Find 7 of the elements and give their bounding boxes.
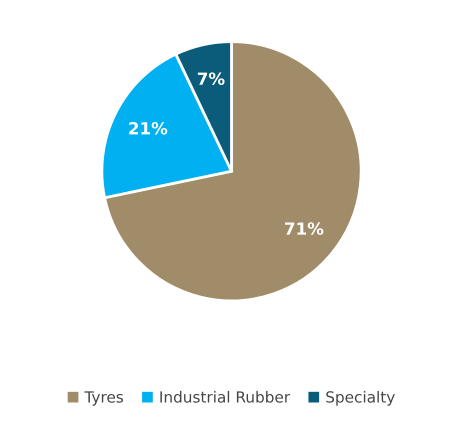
data-label: 21% <box>129 122 168 135</box>
data-label: 7% <box>198 72 225 85</box>
data-label: 71% <box>285 222 324 235</box>
legend-label: Industrial Rubber <box>160 390 290 403</box>
legend-label: Tyres <box>84 391 124 406</box>
pie-slice <box>103 40 362 302</box>
legend-label: Specialty <box>326 390 395 406</box>
